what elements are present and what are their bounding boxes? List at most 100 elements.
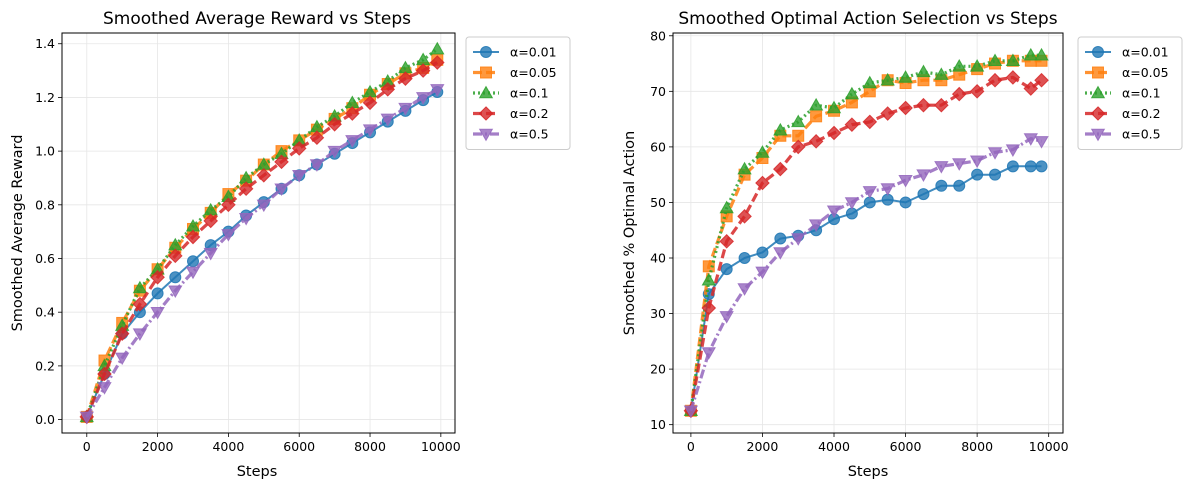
data-point [203,213,219,229]
legend-marker [478,106,494,121]
series-α=0.1 [683,47,1049,417]
legend-marker [1090,106,1106,121]
data-point [97,382,112,395]
data-point [151,287,164,300]
data-point [755,145,770,158]
data-point [415,52,431,66]
data-point [952,158,967,171]
data-point [808,97,824,111]
data-point [862,75,877,89]
data-point [274,154,289,170]
series-α=0.01 [80,86,444,423]
data-point [755,175,770,191]
data-point [969,59,985,72]
data-point [899,196,912,209]
data-point [701,300,717,316]
legend-item: α=0.01 [1085,45,1169,60]
y-axis-label: Smoothed % Optimal Action [622,131,638,335]
data-point [150,306,165,320]
legend-item: α=0.2 [473,106,549,121]
data-point [187,255,199,268]
x-tick-label: 4000 [818,439,850,454]
data-point [720,263,733,276]
y-tick-label: 60 [650,139,666,154]
series-α=0.5 [79,84,445,425]
data-point [309,130,325,146]
y-tick-label: 0.6 [35,251,55,266]
series-α=0.05 [80,53,444,423]
y-tick-label: 1.0 [35,144,55,159]
x-axis-label: Steps [237,464,278,480]
data-point [719,200,734,214]
x-tick-label: 2000 [142,439,174,454]
x-tick-label: 2000 [747,439,779,454]
x-tick-label: 6000 [283,439,315,454]
legend-item: α=0.2 [1085,106,1161,121]
data-point [987,72,1003,88]
data-point [238,181,254,197]
y-tick-label: 20 [650,362,666,377]
data-point [345,135,360,148]
legend: α=0.01 α=0.05 α=0.1 α=0.2 α=0.5 [465,36,571,150]
data-point [880,72,895,86]
data-point [989,168,1002,181]
y-tick-label: 50 [650,195,666,210]
data-point [702,260,715,273]
legend-label: α=0.01 [1122,45,1169,60]
data-point [380,82,396,97]
data-point [1005,144,1021,157]
data-point [132,280,148,294]
data-point [791,233,806,246]
data-point [1034,136,1049,149]
x-tick-label: 10000 [1029,439,1069,454]
y-ticks: 10 20 30 40 50 60 70 80 [650,28,673,432]
data-point [934,161,949,174]
data-point [826,205,842,219]
data-point [826,100,842,114]
data-point [345,106,360,121]
y-tick-label: 80 [650,28,666,43]
data-point [274,183,289,197]
data-point [773,247,788,260]
series-line [85,91,438,418]
legend-item: α=0.05 [1085,65,1169,80]
series-α=0.5 [683,133,1049,419]
y-tick-label: 30 [650,306,666,321]
data-point [898,70,913,83]
data-point [719,311,734,324]
data-point [398,71,413,86]
legend-marker [1092,66,1104,79]
data-point [683,405,699,419]
plot-frame [61,32,456,434]
legend-label: α=0.05 [1122,65,1169,80]
data-point [168,285,183,299]
data-point [415,63,431,78]
data-point [1023,81,1039,96]
data-point [429,55,445,70]
optimal-action-chart: Smoothed Optimal Action Selection vs Ste… [622,9,1183,480]
series-α=0.2 [683,70,1049,419]
data-point [185,266,201,280]
series-α=0.2 [79,55,445,425]
data-point [291,141,307,156]
data-point [1034,47,1049,61]
data-point [862,114,878,130]
y-tick-label: 40 [650,251,666,266]
data-point [844,86,860,100]
data-point [756,246,769,259]
data-point [1005,70,1021,85]
data-point [898,100,913,116]
data-point [969,84,985,99]
data-point [97,366,112,382]
data-point [167,248,183,264]
data-point [115,352,130,366]
series-line [689,53,1042,412]
legend-label: α=0.1 [1122,86,1161,101]
legend-marker [478,128,494,142]
data-point [1035,160,1048,173]
data-point [934,97,949,113]
data-point [774,232,787,245]
data-point [380,113,395,127]
data-point [1023,133,1038,146]
